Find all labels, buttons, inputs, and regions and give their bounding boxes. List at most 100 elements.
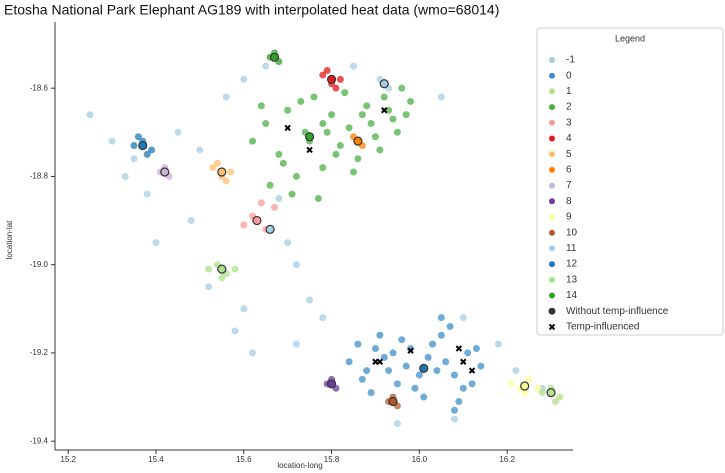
legend-label: 12	[566, 259, 578, 270]
point	[134, 133, 142, 141]
legend-marker	[549, 135, 555, 142]
temp-marker	[455, 345, 463, 352]
point	[358, 375, 366, 383]
point	[86, 111, 94, 119]
legend-marker	[549, 57, 555, 63]
point	[350, 168, 358, 176]
legend-label: 0	[566, 70, 572, 81]
point	[354, 340, 362, 348]
legend-marker	[549, 292, 555, 299]
point	[292, 340, 300, 348]
chart-title: Etosha National Park Elephant AG189 with…	[4, 2, 499, 18]
temp-marker	[284, 124, 291, 132]
point	[297, 97, 305, 105]
temp-marker	[381, 107, 388, 114]
point	[130, 155, 138, 163]
legend-label: Temp-influenced	[566, 322, 639, 333]
legend-marker	[549, 276, 555, 283]
legend-label: 10	[566, 227, 578, 238]
point	[556, 393, 564, 401]
legend-marker	[548, 307, 556, 315]
centroid	[252, 215, 262, 226]
point	[363, 367, 371, 375]
centroid	[388, 396, 398, 407]
point	[187, 217, 195, 225]
point	[270, 203, 278, 211]
point	[345, 124, 353, 132]
point	[367, 389, 375, 397]
legend-marker	[549, 198, 555, 205]
point	[143, 190, 151, 198]
legend-label: 1	[566, 86, 572, 97]
centroid	[265, 224, 275, 234]
temp-marker	[376, 358, 384, 365]
point	[332, 84, 340, 92]
point	[415, 371, 423, 379]
point	[108, 137, 116, 145]
point	[363, 102, 371, 110]
point	[222, 93, 230, 101]
legend-marker	[549, 166, 555, 173]
point	[275, 150, 283, 158]
point	[336, 75, 344, 83]
point	[231, 265, 239, 273]
point	[371, 345, 379, 353]
centroid	[305, 132, 315, 142]
legend-marker	[549, 182, 555, 189]
point	[477, 362, 485, 370]
point	[227, 168, 235, 176]
point	[306, 296, 314, 304]
centroid	[269, 52, 280, 62]
point	[380, 353, 388, 361]
point	[508, 380, 516, 388]
point	[437, 331, 445, 339]
point	[525, 375, 533, 383]
centroid	[419, 363, 429, 373]
centroid	[326, 74, 337, 84]
legend-marker	[549, 214, 555, 220]
legend-label: 13	[566, 274, 578, 285]
point	[433, 367, 441, 375]
point	[350, 62, 358, 70]
y-tick-label: -19.2	[30, 348, 49, 357]
point	[464, 349, 472, 357]
point	[393, 380, 401, 388]
point	[393, 420, 401, 428]
point	[437, 314, 445, 322]
x-tick-label: 15.4	[148, 455, 164, 464]
legend-label: 9	[566, 212, 572, 223]
centroid	[217, 167, 227, 177]
point	[292, 261, 300, 269]
point	[429, 340, 437, 348]
point	[319, 314, 327, 322]
temp-marker	[306, 146, 313, 154]
legend-marker	[548, 323, 556, 331]
point	[402, 111, 410, 119]
point	[345, 358, 353, 366]
point	[420, 393, 428, 401]
point	[380, 93, 388, 101]
point	[407, 97, 415, 105]
point	[398, 336, 406, 344]
temp-marker	[407, 347, 414, 354]
point	[319, 71, 327, 79]
centroid	[160, 167, 170, 177]
legend-marker	[549, 72, 555, 79]
point	[257, 102, 265, 110]
point	[332, 150, 340, 158]
legend-label: 8	[566, 196, 572, 207]
point	[240, 221, 248, 229]
point	[367, 119, 375, 127]
point	[450, 415, 458, 423]
point	[341, 89, 349, 97]
x-tick-label: 15.2	[60, 455, 76, 464]
point	[257, 199, 265, 207]
centroid	[138, 140, 148, 151]
x-tick-label: 16.2	[499, 455, 515, 464]
x-tick-label: 15.8	[324, 455, 340, 464]
point	[442, 358, 450, 366]
point	[314, 194, 322, 202]
point	[336, 142, 344, 150]
legend-marker	[549, 245, 555, 252]
